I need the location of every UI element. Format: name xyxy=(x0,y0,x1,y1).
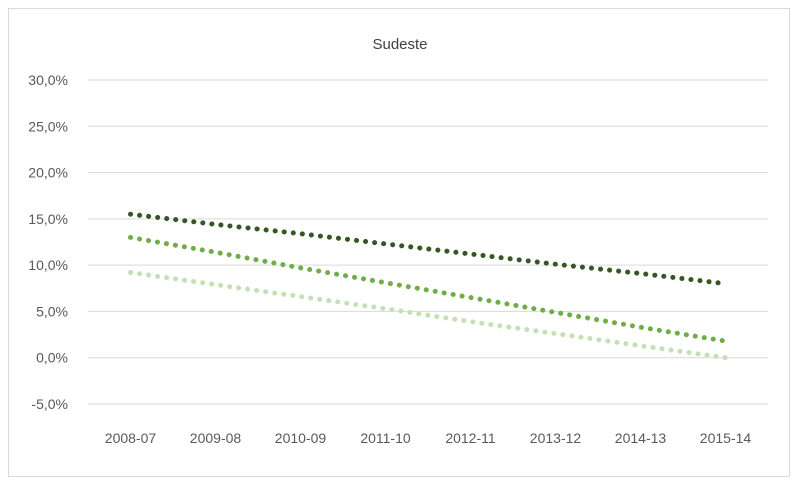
y-tick-label: 25,0% xyxy=(28,118,68,134)
series-line-1 xyxy=(128,211,728,287)
gridlines xyxy=(88,79,768,405)
x-tick-label: 2008-07 xyxy=(105,430,157,446)
y-tick-label: 5,0% xyxy=(36,303,68,319)
y-tick-label: 20,0% xyxy=(28,165,68,181)
y-tick-label: 0,0% xyxy=(36,350,68,366)
chart-title: Sudeste xyxy=(372,36,427,53)
x-tick-label: 2012-11 xyxy=(445,430,496,446)
y-tick-label: 15,0% xyxy=(28,211,68,227)
series-lines xyxy=(128,211,728,361)
x-tick-label: 2011-10 xyxy=(360,430,411,446)
x-tick-label: 2009-08 xyxy=(190,430,242,446)
y-tick-label: 30,0% xyxy=(28,72,68,88)
x-tick-label: 2010-09 xyxy=(275,430,327,446)
y-tick-label: 10,0% xyxy=(28,257,68,273)
y-axis-ticks: -5,0% 0,0% 5,0% 10,0% 15,0% 20,0% 25,0% 30,0% xyxy=(28,72,68,412)
chart-frame xyxy=(8,8,790,477)
series-line-2 xyxy=(128,234,728,344)
x-axis-ticks: 2008-07 2009-08 2010-09 2011-10 2012-11 2013-… xyxy=(105,430,752,446)
series-line-3 xyxy=(128,270,728,361)
x-tick-label: 2015-14 xyxy=(700,430,752,446)
y-tick-label: -5,0% xyxy=(31,396,68,412)
x-tick-label: 2014-13 xyxy=(615,430,667,446)
x-tick-label: 2013-12 xyxy=(530,430,582,446)
